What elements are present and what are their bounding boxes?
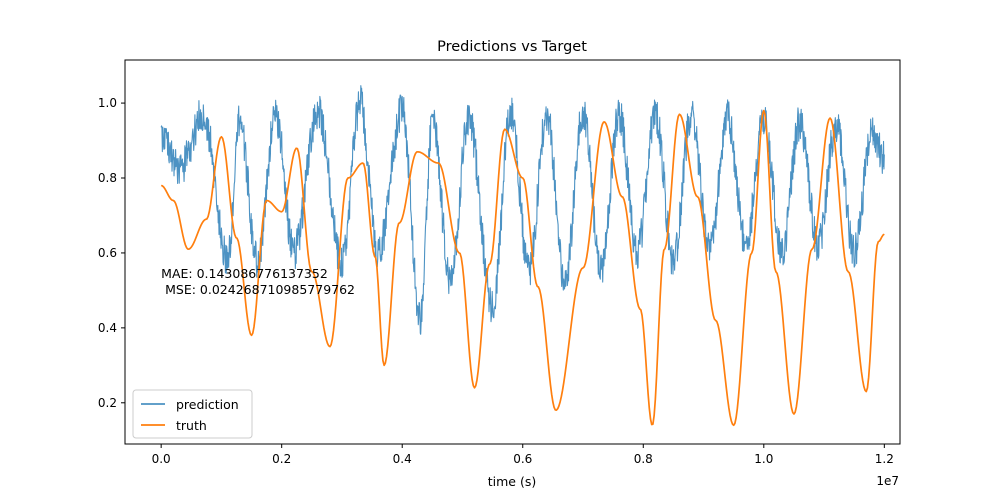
- x-tick-label: 0.2: [272, 452, 291, 466]
- annotation-line: MAE: 0.143086776137352: [161, 266, 328, 281]
- x-axis-label: time (s): [488, 474, 536, 489]
- y-tick-label: 1.0: [98, 96, 117, 110]
- legend-label-prediction: prediction: [176, 397, 239, 412]
- y-tick-label: 0.8: [98, 171, 117, 185]
- x-axis-ticks: 0.0 0.2 0.4 0.6 0.8 1.0 1.2: [152, 444, 894, 466]
- x-tick-label: 0.0: [152, 452, 171, 466]
- plot-area: MAE: 0.143086776137352 MSE: 0.0242687109…: [160, 85, 885, 427]
- x-tick-label: 0.8: [634, 452, 653, 466]
- legend-frame: [132, 389, 253, 439]
- chart-title: Predictions vs Target: [437, 39, 587, 55]
- y-tick-label: 0.6: [98, 246, 117, 260]
- y-axis-ticks: 0.2 0.4 0.6 0.8 1.0: [98, 96, 125, 410]
- plot-frame: [124, 59, 901, 445]
- series-line-prediction: [160, 85, 885, 335]
- series-line-truth: [160, 109, 885, 427]
- x-tick-label: 0.6: [513, 452, 532, 466]
- metrics-annotation: MAE: 0.143086776137352 MSE: 0.0242687109…: [161, 266, 355, 297]
- y-tick-label: 0.4: [98, 321, 117, 335]
- x-tick-label: 1.2: [875, 452, 894, 466]
- legend: prediction truth: [132, 389, 253, 439]
- x-axis-offset-label: 1e7: [876, 474, 899, 488]
- y-tick-label: 0.2: [98, 396, 117, 410]
- x-tick-label: 1.0: [754, 452, 773, 466]
- legend-label-truth: truth: [176, 418, 207, 433]
- series-layer: [160, 85, 885, 427]
- annotation-line: MSE: 0.024268710985779762: [161, 282, 355, 297]
- x-tick-label: 0.4: [393, 452, 412, 466]
